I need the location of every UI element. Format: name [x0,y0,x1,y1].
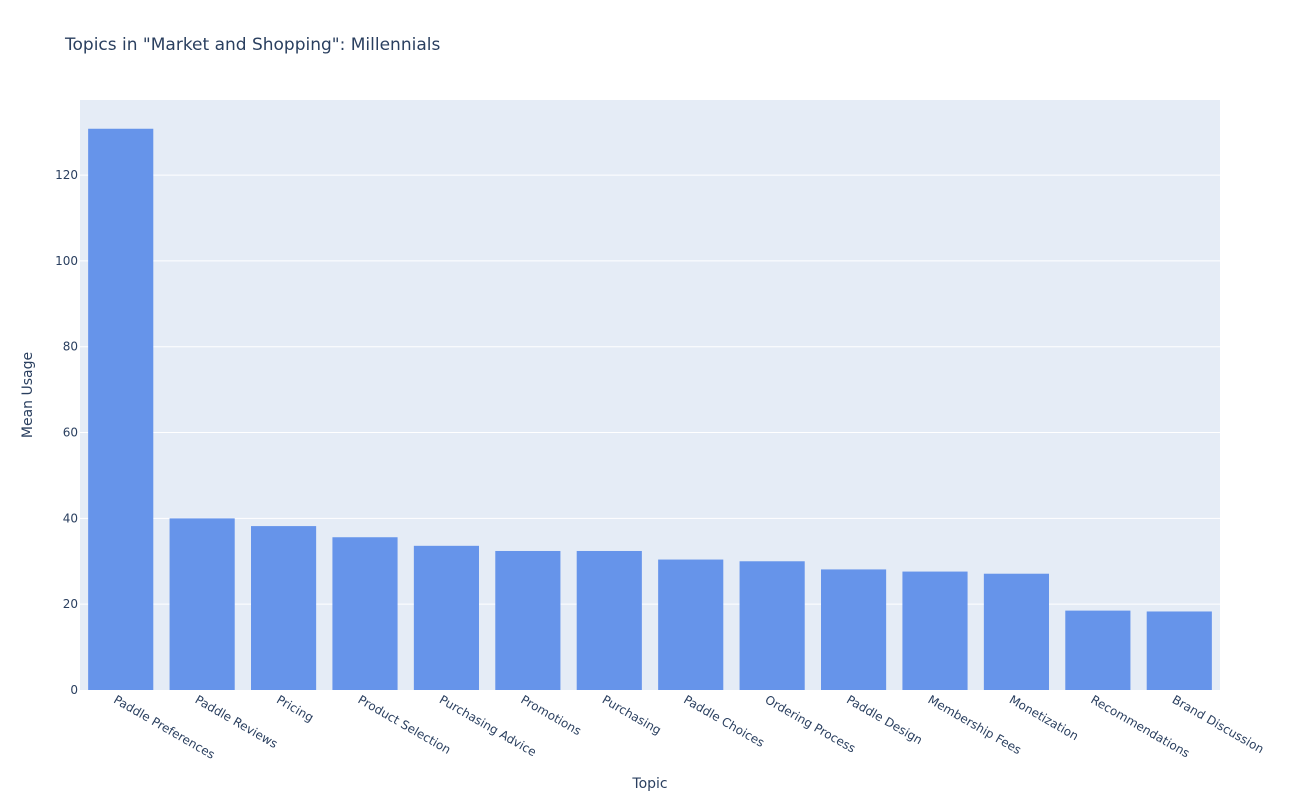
x-tick-label: Pricing [274,692,316,724]
x-tick-label: Ordering Process [763,692,858,755]
x-axis-title: Topic [631,776,667,792]
y-tick-label: 80 [63,340,78,354]
bar-ordering-process [739,561,805,690]
x-tick-label: Purchasing [600,692,664,737]
y-tick-label: 120 [55,168,78,182]
bar-paddle-design [821,569,887,690]
bar-brand-discussion [1146,611,1212,690]
bar-paddle-preferences [88,128,154,690]
bar-pricing [251,526,317,690]
chart-title: Topics in "Market and Shopping": Millenn… [64,35,440,55]
bar-product-selection [332,537,398,690]
x-tick-label: Paddle Design [844,692,925,747]
bar-paddle-reviews [169,518,235,690]
bars [88,128,1212,690]
y-tick-label: 20 [63,597,78,611]
bar-monetization [983,573,1049,690]
bar-purchasing-advice [413,545,479,690]
x-tick-label: Monetization [1007,692,1081,743]
bar-paddle-choices [658,559,724,690]
y-axis-ticks: 0 20 40 60 80 100 120 [55,168,78,697]
bar-promotions [495,550,561,690]
y-tick-label: 60 [63,426,78,440]
x-tick-label: Promotions [518,692,583,738]
y-axis-title: Mean Usage [20,352,36,438]
bar-purchasing [576,550,642,690]
y-tick-label: 100 [55,254,78,268]
bar-membership-fees [902,571,968,690]
bar-recommendations [1065,610,1131,690]
y-tick-label: 0 [70,683,78,697]
x-tick-label: Paddle Choices [681,692,767,749]
y-tick-label: 40 [63,511,78,525]
